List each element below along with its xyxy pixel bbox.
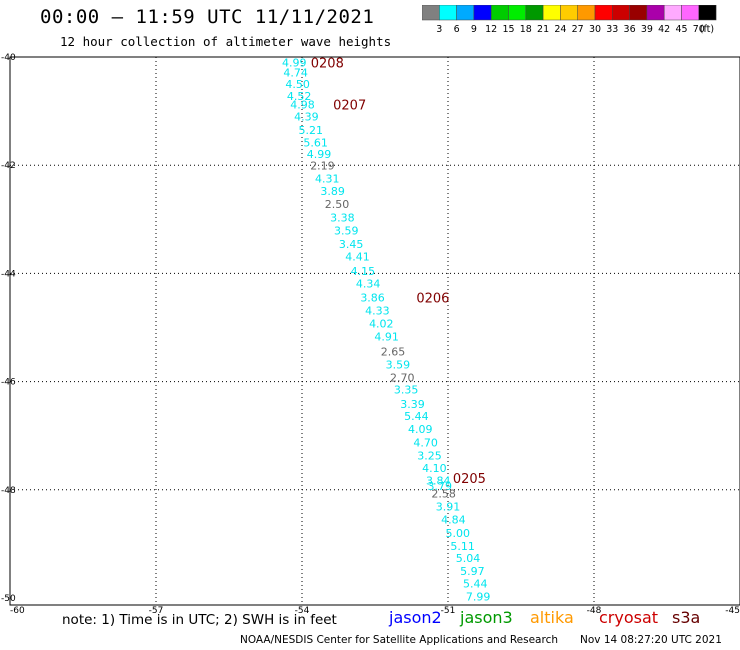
- scale-label: 30: [589, 24, 601, 35]
- swh-label: 3.45: [339, 238, 364, 251]
- sat-cryosat: cryosat: [599, 608, 659, 627]
- scale-label: 21: [537, 24, 549, 35]
- swh-label: 4.99: [307, 148, 332, 161]
- scale-label: 6: [454, 24, 460, 35]
- y-tick-label: -48: [1, 486, 16, 496]
- sat-s3a: s3a: [672, 608, 701, 627]
- swh-label: 4.84: [441, 514, 466, 527]
- swh-label: 3.39: [400, 398, 425, 411]
- swh-label: 3.89: [320, 185, 345, 198]
- scale-label: 42: [658, 24, 670, 35]
- scale-label: 12: [485, 24, 497, 35]
- swh-label: 4.74: [283, 67, 308, 80]
- scale-label: 70: [693, 24, 705, 35]
- data-points: 4.994.744.504.524.984.395.215.614.992.19…: [282, 56, 490, 603]
- swh-label: 3.59: [334, 225, 359, 238]
- swh-label: 3.86: [360, 292, 385, 305]
- scale-label: 39: [641, 24, 653, 35]
- time-label: 0206: [416, 292, 449, 307]
- x-tick-label: -60: [10, 606, 25, 616]
- swh-label: 4.31: [315, 173, 340, 186]
- swh-label: 7.99: [466, 590, 491, 603]
- y-tick-label: -50: [1, 594, 16, 604]
- swh-label: 3.91: [436, 501, 461, 514]
- x-tick-label: -48: [587, 606, 602, 616]
- scale-label: 45: [675, 24, 687, 35]
- swh-label: 5.11: [450, 540, 475, 553]
- swh-label: 3.25: [417, 450, 442, 463]
- swh-label: 2.58: [431, 488, 456, 501]
- sat-altika: altika: [530, 608, 574, 627]
- color-scale-legend: 3 6 9 12 15 18 21 24 27 30 33 36 39 42 45 70(ft): [422, 5, 717, 35]
- scale-unit: (ft): [700, 24, 714, 35]
- swh-label: 2.65: [381, 345, 406, 358]
- chart-title: 00:00 – 11:59 UTC 11/11/2021: [40, 6, 375, 28]
- axis-ticks: -60 -57 -54 -51 -48 -45 -40 -42 -44 -46 -48 -50: [1, 53, 740, 616]
- swh-label: 5.21: [299, 124, 324, 137]
- footer-timestamp: Nov 14 08:27:20 UTC 2021: [580, 634, 722, 646]
- time-label: 0205: [453, 472, 486, 487]
- swh-label: 4.52: [287, 90, 312, 103]
- swh-label: 4.34: [356, 278, 381, 291]
- swh-label: 5.00: [445, 527, 470, 540]
- y-tick-label: -40: [1, 53, 16, 63]
- swh-label: 2.50: [325, 198, 350, 211]
- swh-label: 5.44: [463, 577, 488, 590]
- scale-label: 9: [471, 24, 477, 35]
- scale-label: 27: [572, 24, 584, 35]
- x-tick-label: -51: [441, 606, 456, 616]
- swh-label: 3.59: [386, 358, 411, 371]
- time-labels: 0208 0207 0206 0205: [311, 56, 486, 486]
- sat-jason3: jason3: [460, 608, 513, 627]
- swh-label: 5.44: [404, 410, 429, 423]
- swh-label: 2.19: [310, 160, 335, 173]
- swh-label: 5.61: [303, 136, 328, 149]
- scale-label: 36: [624, 24, 636, 35]
- chart-subtitle: 12 hour collection of altimeter wave hei…: [60, 34, 392, 49]
- sat-jason2: jason2: [389, 608, 442, 627]
- x-tick-label: -45: [725, 606, 740, 616]
- scale-label: 24: [554, 24, 566, 35]
- swh-label: 4.09: [408, 423, 433, 436]
- swh-label: 4.91: [374, 331, 399, 344]
- y-tick-label: -44: [1, 269, 16, 279]
- swh-label: 3.79: [427, 480, 452, 493]
- swh-label: 4.99: [282, 56, 307, 69]
- swh-label: 5.97: [460, 565, 485, 578]
- x-tick-label: -57: [149, 606, 164, 616]
- swh-label: 4.02: [369, 318, 394, 331]
- swh-label: 4.50: [285, 78, 310, 91]
- swh-label: 4.10: [422, 462, 447, 475]
- y-tick-label: -42: [1, 161, 16, 171]
- scale-label: 18: [520, 24, 532, 35]
- time-label: 0207: [333, 99, 366, 114]
- time-label: 0208: [311, 56, 344, 71]
- scale-label: 3: [436, 24, 442, 35]
- swh-label: 3.38: [330, 212, 355, 225]
- swh-label: 4.33: [365, 305, 390, 318]
- swh-label: 3.84: [426, 475, 451, 488]
- scale-label: 15: [502, 24, 514, 35]
- swh-label: 3.35: [394, 384, 419, 397]
- footer-credit: NOAA/NESDIS Center for Satellite Applica…: [240, 634, 558, 646]
- grid-lines: [10, 57, 740, 605]
- x-tick-label: -54: [295, 606, 310, 616]
- scale-label: 33: [606, 24, 618, 35]
- swh-label: 4.41: [345, 251, 370, 264]
- swh-label: 4.70: [413, 437, 438, 450]
- swh-label: 4.15: [351, 265, 376, 278]
- y-tick-label: -46: [1, 378, 16, 388]
- swh-label: 5.04: [456, 552, 481, 565]
- plot-frame: [9, 56, 740, 606]
- swh-label: 4.39: [294, 111, 319, 124]
- note-text: note: 1) Time is in UTC; 2) SWH is in fe…: [62, 612, 337, 628]
- swh-label: 2.70: [390, 371, 415, 384]
- scale-swatch: [698, 5, 717, 21]
- swh-label: 4.98: [290, 99, 315, 112]
